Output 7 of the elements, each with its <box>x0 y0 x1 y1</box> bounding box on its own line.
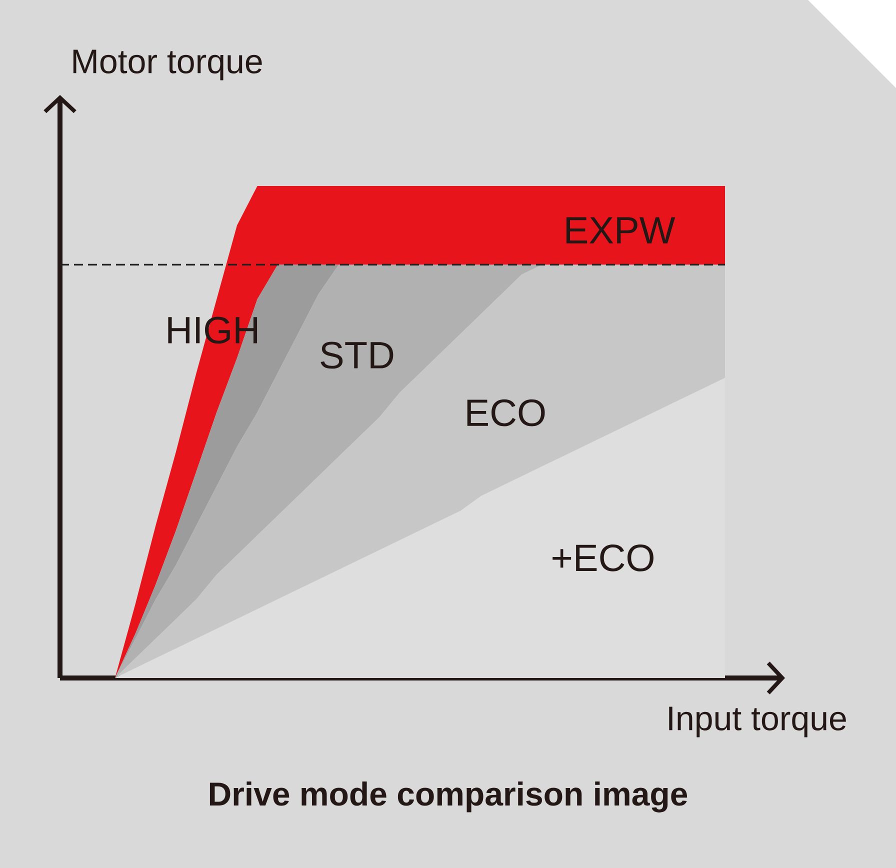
x-axis-title: Input torque <box>669 706 846 738</box>
y-axis-title: Motor torque <box>73 50 262 80</box>
series-label: STD <box>320 342 394 369</box>
series-label: ECO <box>467 399 545 426</box>
series-label: +ECO <box>552 544 654 572</box>
series-label: EXPW <box>566 217 676 244</box>
text: Drive mode comparison image <box>210 782 688 812</box>
